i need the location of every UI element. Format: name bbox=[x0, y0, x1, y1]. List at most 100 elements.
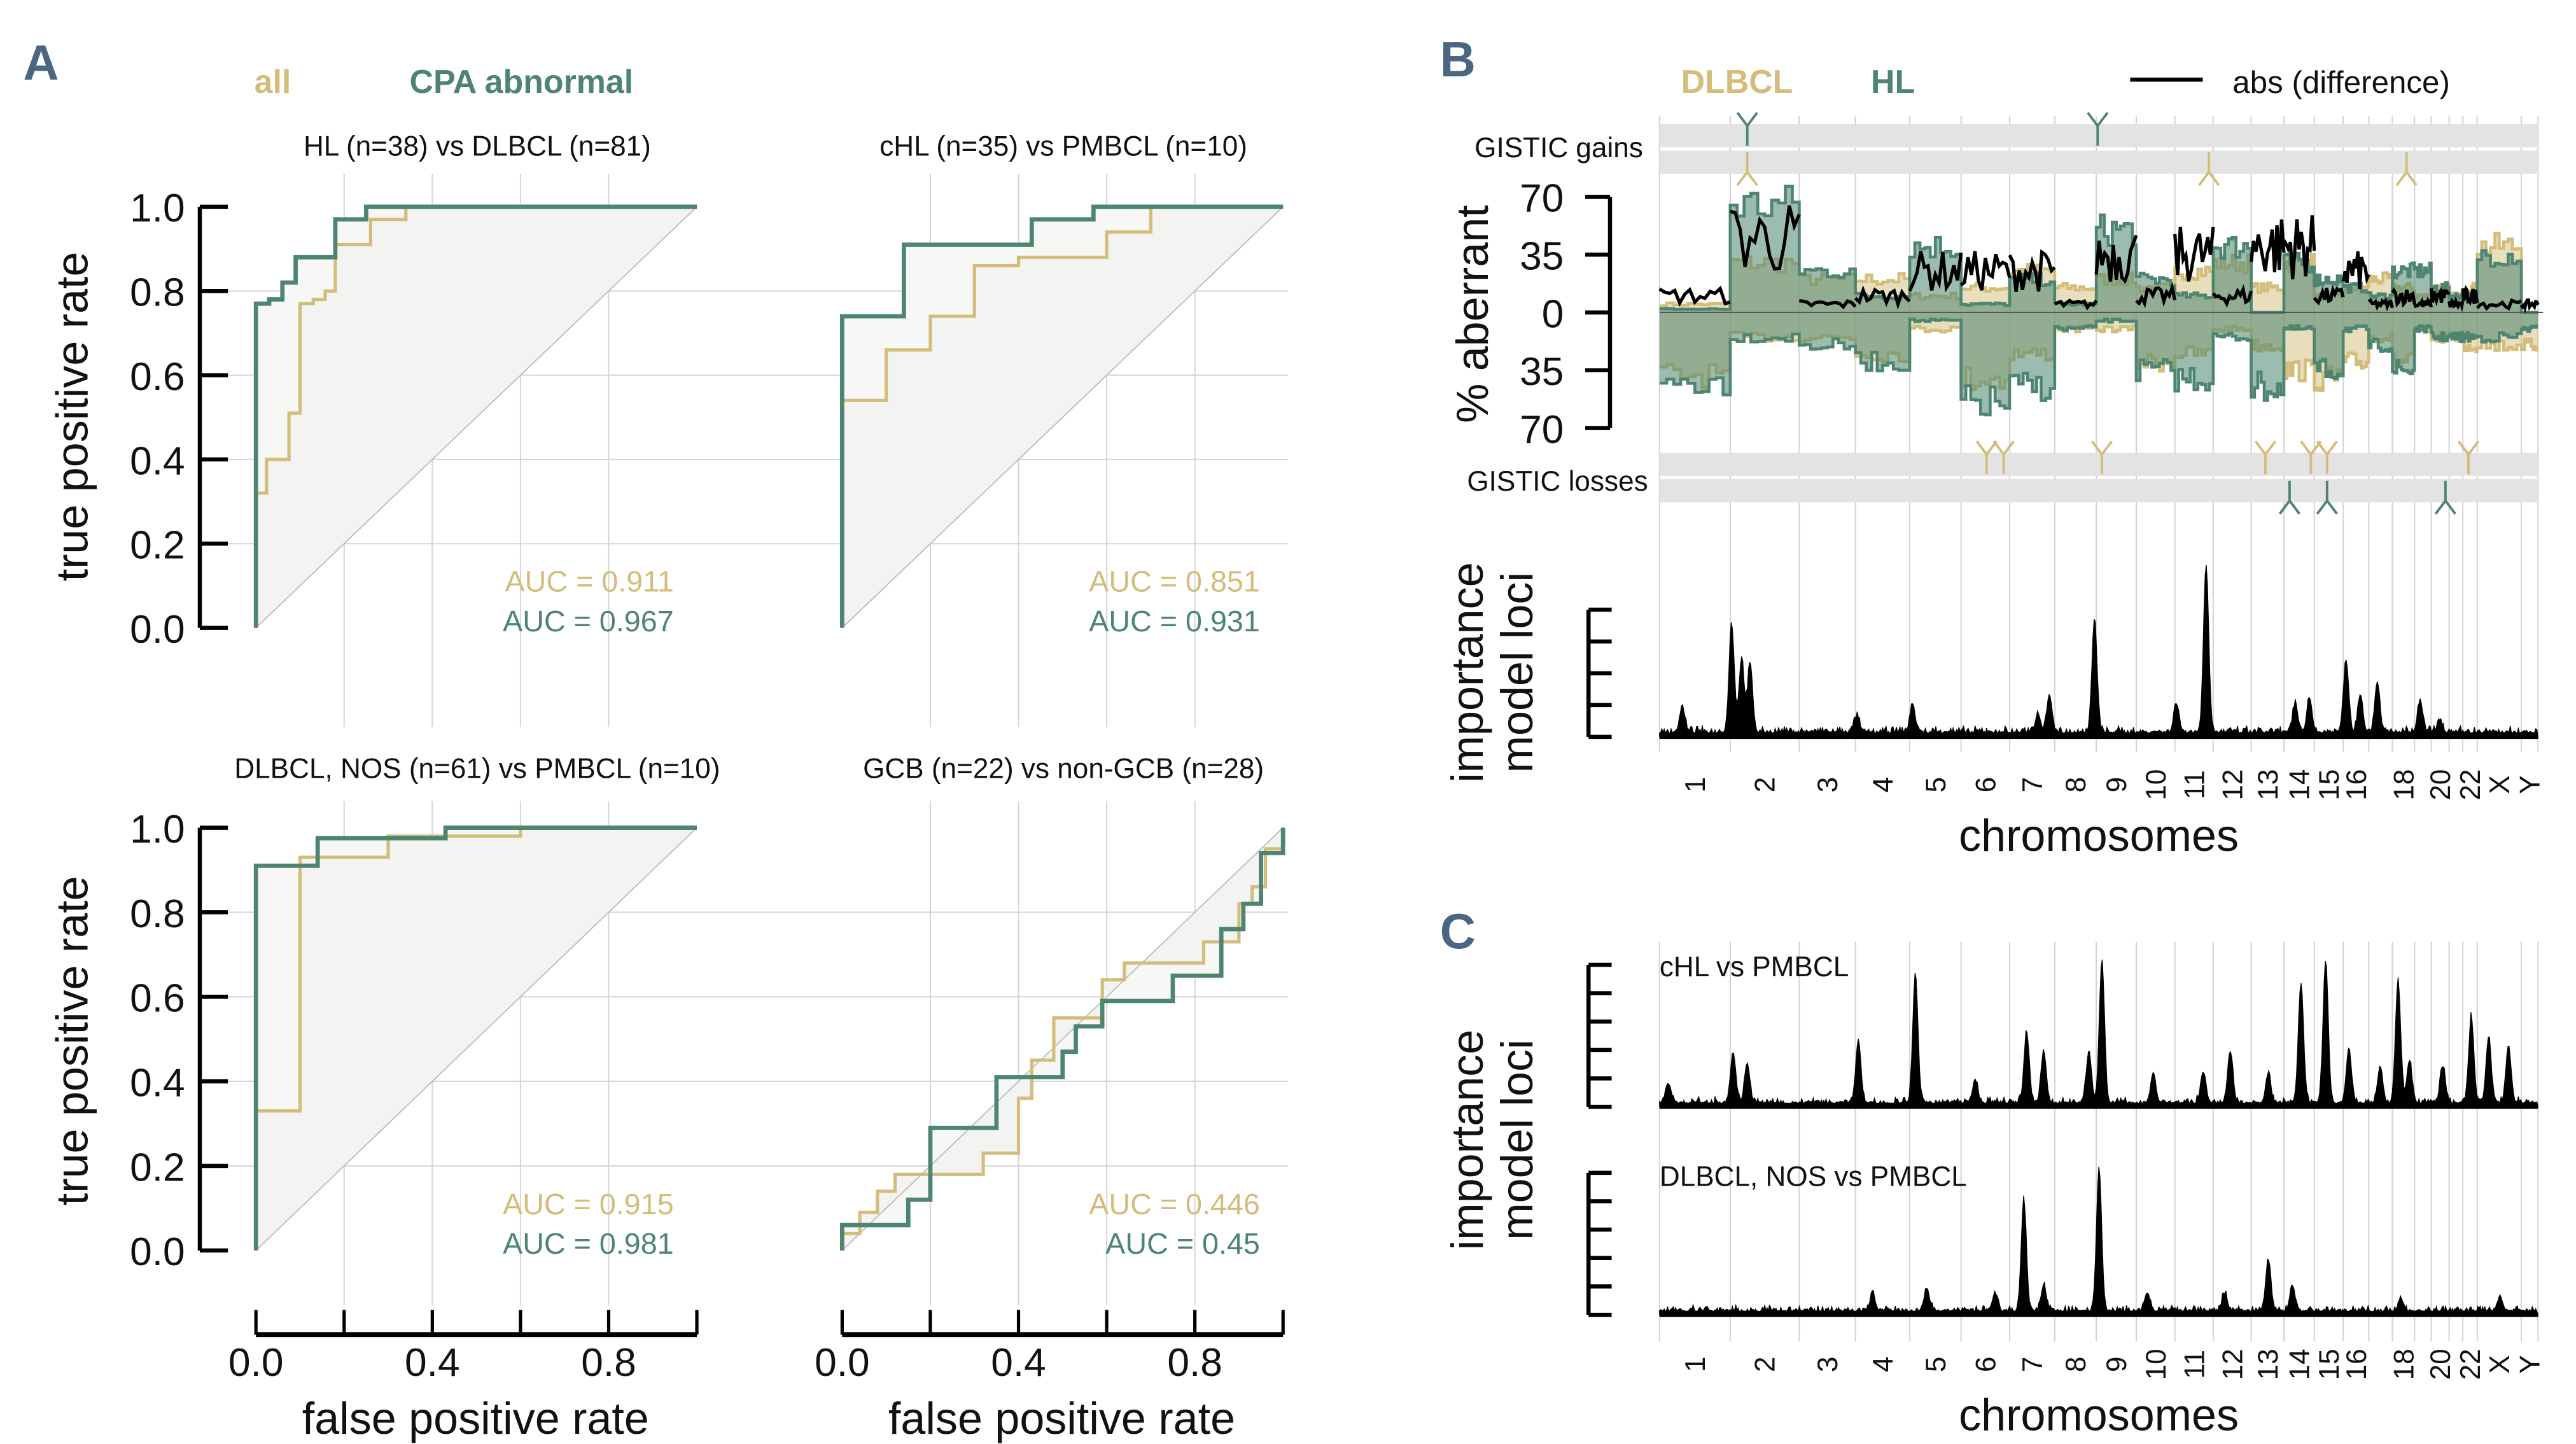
chromosome-tick-label: 10 bbox=[2141, 1349, 2172, 1380]
abs-difference-line bbox=[2250, 219, 2286, 272]
x-tick-label: 0.8 bbox=[581, 1341, 636, 1385]
y-tick-label: 0.0 bbox=[130, 608, 185, 652]
y-tick-label: 0.8 bbox=[130, 271, 185, 315]
chromosome-tick-label: 1 bbox=[1680, 777, 1711, 793]
importance-y-label-c-2: model loci bbox=[1492, 1039, 1542, 1240]
panel-label-c: C bbox=[1440, 904, 1476, 959]
diagonal-reference-line bbox=[841, 206, 1284, 629]
aberrant-y-tick-label: 70 bbox=[1520, 177, 1564, 221]
chromosomes-label-b: chromosomes bbox=[1959, 811, 2239, 860]
panel-label-b: B bbox=[1440, 32, 1476, 87]
gistic-band bbox=[1659, 150, 2538, 174]
chromosome-tick-label: 2 bbox=[1750, 1357, 1781, 1373]
abs-difference-line bbox=[2054, 298, 2098, 311]
gistic-loss-dlbcl-marker bbox=[2254, 440, 2277, 475]
roc-curve-cpa-abnormal bbox=[253, 204, 697, 628]
roc-curve-cpa-abnormal bbox=[253, 825, 697, 1251]
y-axis-label-top: true positive rate bbox=[48, 252, 97, 582]
abs-difference-line bbox=[2211, 284, 2253, 308]
y-tick-label: 0.2 bbox=[130, 524, 185, 568]
gistic-loss-dlbcl-marker bbox=[1992, 440, 2015, 475]
roc-curve-all bbox=[254, 825, 697, 1251]
y-tick-label: 0.6 bbox=[130, 355, 185, 399]
chromosome-tick-label: 7 bbox=[2017, 1357, 2048, 1373]
gistic-gain-dlbcl-marker bbox=[1736, 152, 1758, 186]
auc-label-cpa-abnormal: AUC = 0.45 bbox=[1105, 1227, 1260, 1260]
chromosome-tick-label: 11 bbox=[2179, 770, 2210, 799]
abs-difference-line bbox=[1799, 298, 1857, 309]
chromosome-tick-label: 22 bbox=[2455, 769, 2486, 801]
abs-difference-line bbox=[2391, 287, 2416, 308]
chromosome-tick-label: 22 bbox=[2455, 1349, 2486, 1380]
abs-difference-line bbox=[1854, 285, 1911, 310]
abs-difference-line bbox=[2094, 234, 2138, 284]
gistic-loss-hl-marker bbox=[2278, 480, 2301, 515]
chromosome-tick-label: 8 bbox=[2061, 777, 2092, 793]
abs-difference-line bbox=[2447, 296, 2465, 312]
importance-y-label-c-1: importance bbox=[1443, 1030, 1492, 1251]
c-title-dlbcl-vs-pmbcl: DLBCL, NOS vs PMBCL bbox=[1660, 1161, 1967, 1193]
chromosome-tick-label: 20 bbox=[2425, 769, 2456, 801]
y-tick-label: 0.2 bbox=[130, 1146, 185, 1189]
chromosome-tick-label: 20 bbox=[2425, 1349, 2456, 1380]
gistic-losses-label: GISTIC losses bbox=[1467, 466, 1648, 497]
abs-difference-line bbox=[2412, 297, 2433, 309]
x-tick-label: 0.0 bbox=[228, 1341, 284, 1385]
diagonal-reference-line bbox=[841, 827, 1284, 1251]
chromosome-tick-label: 8 bbox=[2061, 1357, 2092, 1373]
y-tick-label: 1.0 bbox=[130, 186, 185, 230]
importance-y-label-1: importance bbox=[1443, 562, 1492, 783]
gistic-loss-dlbcl-marker bbox=[1975, 440, 1998, 475]
gistic-gain-hl-marker bbox=[1736, 111, 1758, 146]
gistic-gain-hl-marker bbox=[2087, 111, 2109, 146]
aberrant-y-tick-label: 35 bbox=[1520, 350, 1564, 394]
chromosome-tick-label: 5 bbox=[1921, 1357, 1952, 1373]
abs-difference-line bbox=[2461, 285, 2479, 306]
chromosome-tick-label: 12 bbox=[2217, 769, 2248, 801]
gistic-gains-label: GISTIC gains bbox=[1474, 132, 1643, 164]
x-axis-label-right: false positive rate bbox=[888, 1394, 1235, 1443]
y-tick-label: 0.6 bbox=[130, 977, 185, 1021]
auc-label-cpa-abnormal: AUC = 0.967 bbox=[503, 605, 674, 638]
chromosome-tick-label: 3 bbox=[1812, 1357, 1844, 1373]
roc-title-3: DLBCL, NOS (n=61) vs PMBCL (n=10) bbox=[234, 754, 720, 785]
y-tick-label: 0.4 bbox=[130, 1061, 185, 1105]
aberrant-y-label: % aberrant bbox=[1448, 205, 1497, 423]
y-tick-label: 0.4 bbox=[130, 439, 185, 483]
chromosome-tick-label: X bbox=[2484, 1355, 2516, 1373]
legend-cpa-abnormal: CPA abnormal bbox=[410, 63, 634, 100]
roc-title-4: GCB (n=22) vs non-GCB (n=28) bbox=[863, 754, 1264, 785]
hl-loss-area bbox=[1659, 312, 2538, 415]
chromosome-tick-label: X bbox=[2484, 775, 2516, 794]
chromosome-tick-label: 9 bbox=[2101, 777, 2132, 793]
chromosomes-label-c: chromosomes bbox=[1959, 1391, 2239, 1440]
abs-difference-line bbox=[1730, 205, 1801, 271]
auc-label-all: AUC = 0.915 bbox=[503, 1188, 674, 1221]
auc-label-all: AUC = 0.911 bbox=[505, 565, 674, 598]
chromosome-tick-label: 1 bbox=[1680, 1357, 1711, 1373]
roc-plots: AUC = 0.911 AUC = 0.967 1.0 0.8 0.6 0.4 0.2 0.0… bbox=[130, 174, 1288, 1385]
aberrant-y-tick-label: 0 bbox=[1542, 292, 1564, 336]
chromosome-tick-label: 10 bbox=[2141, 769, 2172, 801]
chromosome-tick-label: 6 bbox=[1970, 777, 2001, 793]
roc-curve-cpa-abnormal bbox=[840, 204, 1284, 628]
hl-loss-line bbox=[1659, 318, 2538, 417]
chromosome-tick-label: 3 bbox=[1812, 777, 1844, 793]
x-tick-label: 0.8 bbox=[1167, 1341, 1222, 1385]
abs-difference-line bbox=[2282, 215, 2316, 280]
importance-dlbcl-vs-pmbcl-profile bbox=[1659, 1167, 2539, 1315]
abs-difference-line bbox=[2341, 251, 2370, 290]
chromosome-tick-label: 15 bbox=[2314, 1349, 2345, 1380]
roc-curve-all bbox=[840, 827, 1285, 1251]
chromosome-tick-label: 16 bbox=[2341, 1349, 2372, 1380]
importance-b-profile bbox=[1659, 564, 2539, 738]
y-axis-label-bottom: true positive rate bbox=[48, 876, 97, 1205]
aberrant-y-tick-label: 35 bbox=[1520, 235, 1564, 279]
diagonal-reference-line bbox=[255, 206, 697, 629]
auc-label-all: AUC = 0.446 bbox=[1089, 1188, 1260, 1221]
x-tick-label: 0.4 bbox=[405, 1341, 460, 1385]
chromosome-tick-label: 16 bbox=[2341, 769, 2372, 801]
abs-difference-line bbox=[1908, 251, 1963, 293]
